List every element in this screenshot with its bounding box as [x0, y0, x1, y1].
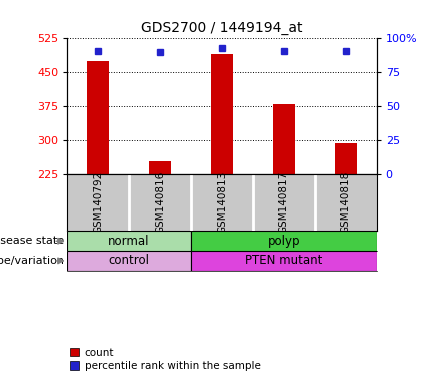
Text: GSM140817: GSM140817: [279, 171, 289, 235]
Title: GDS2700 / 1449194_at: GDS2700 / 1449194_at: [141, 21, 303, 35]
Bar: [67, 232, 191, 251]
Text: normal: normal: [108, 235, 150, 248]
Bar: [191, 251, 377, 271]
Legend: count, percentile rank within the sample: count, percentile rank within the sample: [66, 344, 265, 375]
Text: polyp: polyp: [268, 235, 300, 248]
Bar: [87, 61, 109, 174]
Text: control: control: [109, 254, 149, 267]
Text: disease state: disease state: [0, 236, 64, 246]
Text: GSM140816: GSM140816: [155, 171, 165, 235]
Text: genotype/variation: genotype/variation: [0, 256, 64, 266]
Bar: [149, 161, 171, 174]
Text: GSM140813: GSM140813: [217, 171, 227, 235]
Text: GSM140792: GSM140792: [93, 171, 103, 235]
Bar: [67, 251, 191, 271]
Bar: [273, 104, 295, 174]
Bar: [191, 232, 377, 251]
Text: GSM140818: GSM140818: [341, 171, 351, 235]
Text: PTEN mutant: PTEN mutant: [245, 254, 323, 267]
Bar: [335, 142, 357, 174]
Bar: [211, 54, 233, 174]
